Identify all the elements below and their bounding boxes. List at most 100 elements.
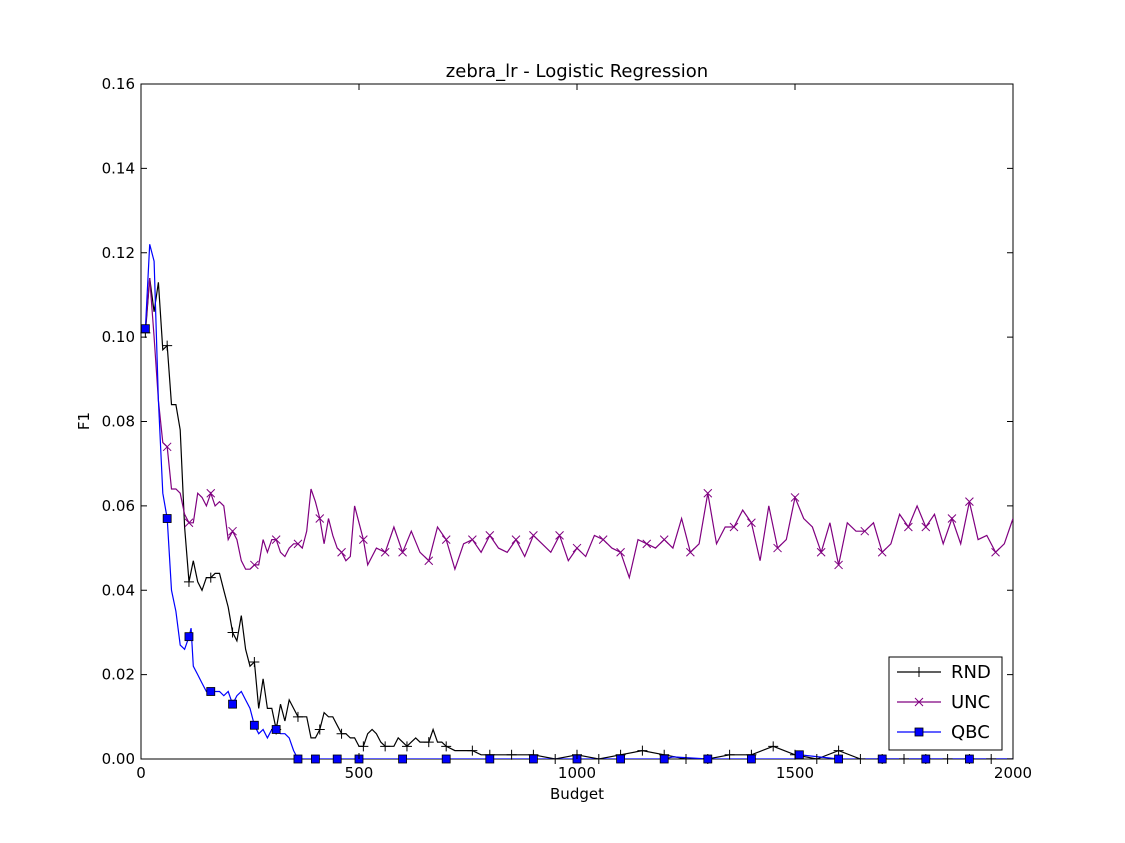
data-point-unc [773, 543, 782, 553]
data-point-qbc [441, 754, 451, 764]
legend-marker-unc [914, 697, 924, 707]
data-point-rnd [833, 745, 844, 756]
data-point-qbc [834, 754, 843, 764]
data-point-unc [790, 493, 800, 502]
data-point-qbc [184, 632, 194, 642]
data-point-rnd [314, 724, 325, 735]
data-point-unc [337, 547, 346, 557]
data-point-unc [816, 547, 826, 557]
data-point-unc [441, 535, 451, 544]
data-point-unc [398, 547, 407, 557]
data-point-unc [293, 539, 303, 549]
x-tick-label: 1500 [776, 764, 814, 782]
data-point-qbc [249, 720, 259, 730]
data-point-qbc [332, 754, 342, 764]
data-point-rnd [292, 711, 303, 722]
data-point-rnd [899, 754, 909, 764]
legend-marker-rnd [914, 667, 924, 677]
y-tick-label: 0.12 [102, 244, 135, 262]
data-point-unc [877, 547, 887, 557]
data-point-rnd [467, 745, 478, 756]
data-point-rnd [855, 754, 866, 764]
data-point-rnd [227, 627, 238, 638]
data-point-rnd [986, 754, 997, 764]
data-point-rnd [162, 340, 173, 351]
data-point-rnd [441, 741, 452, 752]
data-point-unc [729, 522, 739, 532]
y-tick-label: 0.08 [102, 413, 135, 431]
data-point-rnd [811, 754, 822, 764]
data-point-unc [228, 526, 237, 536]
x-tick-label: 500 [345, 764, 374, 782]
data-point-unc [921, 522, 931, 532]
data-point-unc [965, 497, 974, 507]
data-point-qbc [228, 699, 237, 709]
axis-ticks: 0 500 1000 1500 2000 0.00 0.02 0.04 0.06 0.08 0.10… [102, 75, 1033, 782]
data-point-unc [468, 535, 477, 544]
series-line-qbc [144, 244, 1013, 759]
data-point-unc [572, 543, 582, 553]
data-point-unc [380, 547, 390, 557]
data-point-rnd [593, 754, 604, 764]
data-point-rnd [724, 749, 735, 760]
data-point-rnd [358, 741, 369, 752]
data-point-rnd [550, 754, 561, 764]
data-point-unc [747, 518, 756, 528]
x-axis-label: Budget [550, 785, 604, 803]
data-point-qbc [206, 687, 216, 696]
data-point-rnd [423, 737, 434, 748]
data-point-unc [206, 488, 216, 498]
y-tick-label: 0.06 [102, 497, 135, 515]
data-point-unc [162, 442, 172, 452]
data-point-rnd [681, 754, 691, 764]
data-point-unc [555, 531, 564, 540]
data-point-rnd [401, 741, 412, 752]
data-point-rnd [205, 572, 216, 583]
x-tick-label: 1000 [558, 764, 596, 782]
data-point-unc [860, 526, 870, 536]
data-point-unc [485, 531, 495, 540]
data-point-rnd [249, 656, 260, 667]
legend-label-rnd: RND [951, 662, 991, 683]
x-tick-label: 0 [136, 764, 146, 782]
data-point-qbc [162, 514, 172, 523]
data-point-unc [184, 518, 194, 528]
data-point-qbc [529, 754, 538, 764]
y-tick-label: 0.02 [102, 666, 135, 684]
data-point-qbc [877, 754, 887, 764]
data-point-qbc [965, 754, 974, 764]
data-point-unc [947, 514, 957, 523]
data-point-qbc [659, 754, 669, 764]
data-point-qbc [921, 754, 931, 764]
data-point-qbc [616, 754, 625, 764]
data-point-unc [659, 535, 669, 544]
data-point-rnd [768, 741, 779, 752]
data-point-unc [991, 547, 1000, 557]
data-point-rnd [336, 728, 347, 739]
data-point-unc [315, 514, 325, 523]
y-tick-label: 0.10 [102, 328, 135, 346]
data-point-qbc [310, 754, 320, 764]
data-point-qbc [485, 754, 495, 764]
data-point-qbc [747, 754, 756, 764]
data-point-rnd [183, 576, 194, 587]
chart-title: zebra_lr - Logistic Regression [446, 61, 708, 82]
data-point-unc [703, 488, 713, 498]
data-point-unc [511, 535, 521, 544]
data-point-qbc [293, 754, 303, 764]
data-point-rnd [637, 745, 648, 756]
legend-label-unc: UNC [951, 692, 990, 713]
data-point-rnd [506, 749, 517, 760]
data-point-rnd [942, 754, 953, 764]
data-point-unc [598, 535, 608, 544]
data-point-unc [250, 560, 259, 570]
data-point-qbc [140, 324, 150, 334]
y-tick-label: 0.16 [102, 75, 135, 93]
data-point-unc [686, 547, 695, 557]
data-point-unc [904, 522, 913, 532]
data-point-qbc [703, 754, 713, 764]
data-point-unc [834, 560, 843, 570]
data-point-rnd [380, 741, 391, 752]
y-tick-label: 0.14 [102, 159, 135, 177]
